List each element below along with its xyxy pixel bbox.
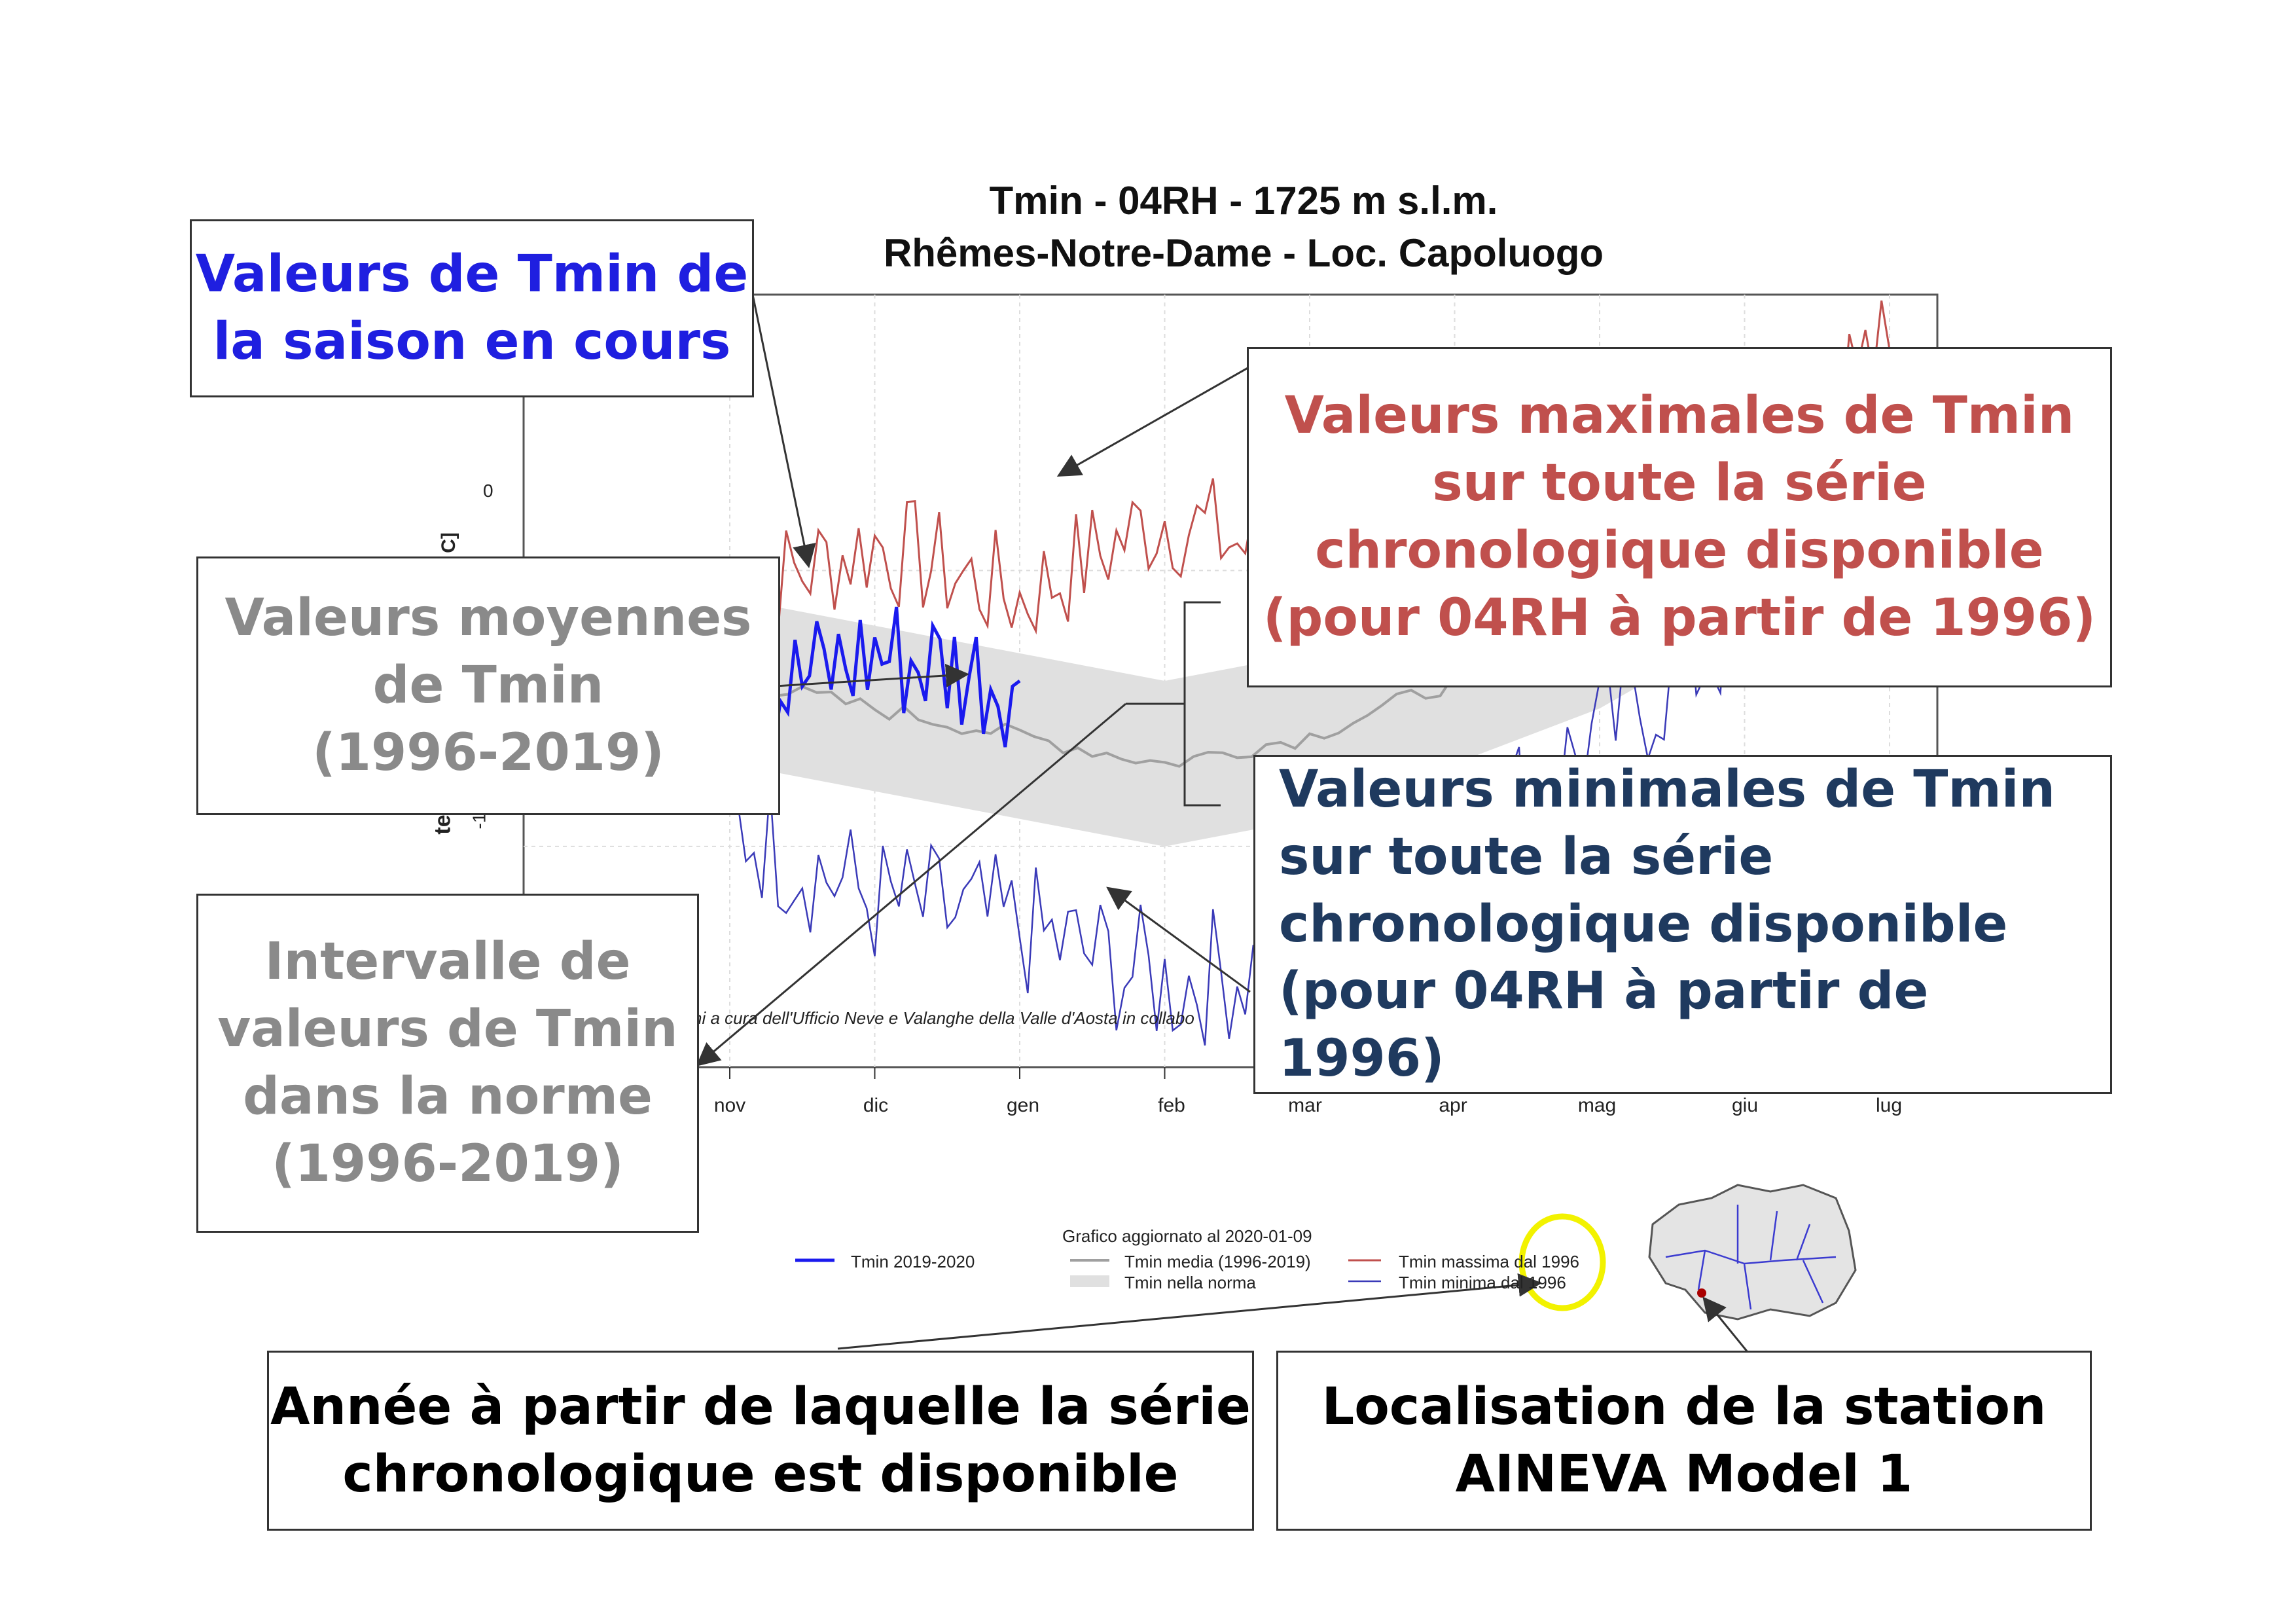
legend-max: Tmin massima dal 1996 — [1399, 1252, 1579, 1272]
y-tick-zero: 0 — [483, 481, 493, 501]
legend-min: Tmin minima dal 1996 — [1399, 1273, 1566, 1293]
callout-station: Localisation de la station AINEVA Model … — [1276, 1351, 2092, 1531]
callout-line: Intervalle de — [217, 928, 677, 996]
station-marker — [1697, 1288, 1706, 1298]
month-label: dic — [863, 1095, 888, 1117]
y-axis-label-fragment-2: C] — [438, 532, 460, 553]
callout-line: Valeurs minimales de Tmin — [1279, 756, 2110, 824]
callout-line: Année à partir de laquelle la série — [270, 1374, 1251, 1441]
month-label: mar — [1288, 1095, 1322, 1117]
month-label: apr — [1439, 1095, 1467, 1117]
legend-norm: Tmin nella norma — [1124, 1273, 1256, 1293]
callout-line: Valeurs de Tmin de — [196, 241, 748, 308]
legend-updated: Grafico aggiornato al 2020-01-09 — [1062, 1226, 1312, 1247]
callout-line: sur toute la série — [1279, 824, 2110, 891]
y-axis-label-fragment: te — [431, 814, 456, 834]
month-label: giu — [1732, 1095, 1758, 1117]
callout-line: AINEVA Model 1 — [1322, 1441, 2047, 1508]
legend-current: Tmin 2019-2020 — [851, 1252, 975, 1272]
month-label: nov — [714, 1095, 745, 1117]
callout-line: (pour 04RH à partir de 1996) — [1279, 958, 2110, 1093]
callout-line: Valeurs moyennes — [225, 585, 752, 652]
month-label: gen — [1007, 1095, 1039, 1117]
callout-line: chronologique disponible — [1263, 517, 2096, 585]
callout-max-values: Valeurs maximales de Tmin sur toute la s… — [1247, 347, 2112, 687]
y-tick-partial: -1 — [469, 813, 490, 830]
callout-line: chronologique disponible — [1279, 891, 2110, 958]
callout-line: (1996-2019) — [217, 1131, 677, 1198]
callout-min-values: Valeurs minimales de Tmin sur toute la s… — [1253, 755, 2112, 1094]
arrow-start-year — [838, 1283, 1538, 1349]
region-outline — [1649, 1185, 1856, 1319]
callout-line: Valeurs maximales de Tmin — [1263, 382, 2096, 450]
callout-mean-values: Valeurs moyennes de Tmin (1996-2019) — [196, 556, 780, 815]
callout-line: chronologique est disponible — [270, 1441, 1251, 1508]
station-map — [1649, 1185, 1856, 1319]
chart-title: Tmin - 04RH - 1725 m s.l.m. — [818, 178, 1669, 223]
callout-line: valeurs de Tmin — [217, 996, 677, 1063]
month-label: lug — [1876, 1095, 1902, 1117]
month-label: mag — [1578, 1095, 1616, 1117]
month-label: feb — [1158, 1095, 1185, 1117]
callout-line: la saison en cours — [196, 308, 748, 376]
callout-current-season: Valeurs de Tmin de la saison en cours — [190, 219, 754, 397]
callout-line: (1996-2019) — [225, 720, 752, 787]
callout-start-year: Année à partir de laquelle la série chro… — [267, 1351, 1254, 1531]
callout-line: Localisation de la station — [1322, 1374, 2047, 1441]
callout-line: (pour 04RH à partir de 1996) — [1263, 585, 2096, 652]
callout-line: dans la norme — [217, 1063, 677, 1131]
legend-mean: Tmin media (1996-2019) — [1124, 1252, 1311, 1272]
chart-credit: ni a cura dell'Ufficio Neve e Valanghe d… — [692, 1008, 1194, 1029]
callout-line: sur toute la série — [1263, 450, 2096, 517]
callout-norm-range: Intervalle de valeurs de Tmin dans la no… — [196, 894, 699, 1233]
chart-subtitle: Rhêmes-Notre-Dame - Loc. Capoluogo — [818, 230, 1669, 276]
callout-line: de Tmin — [225, 652, 752, 720]
